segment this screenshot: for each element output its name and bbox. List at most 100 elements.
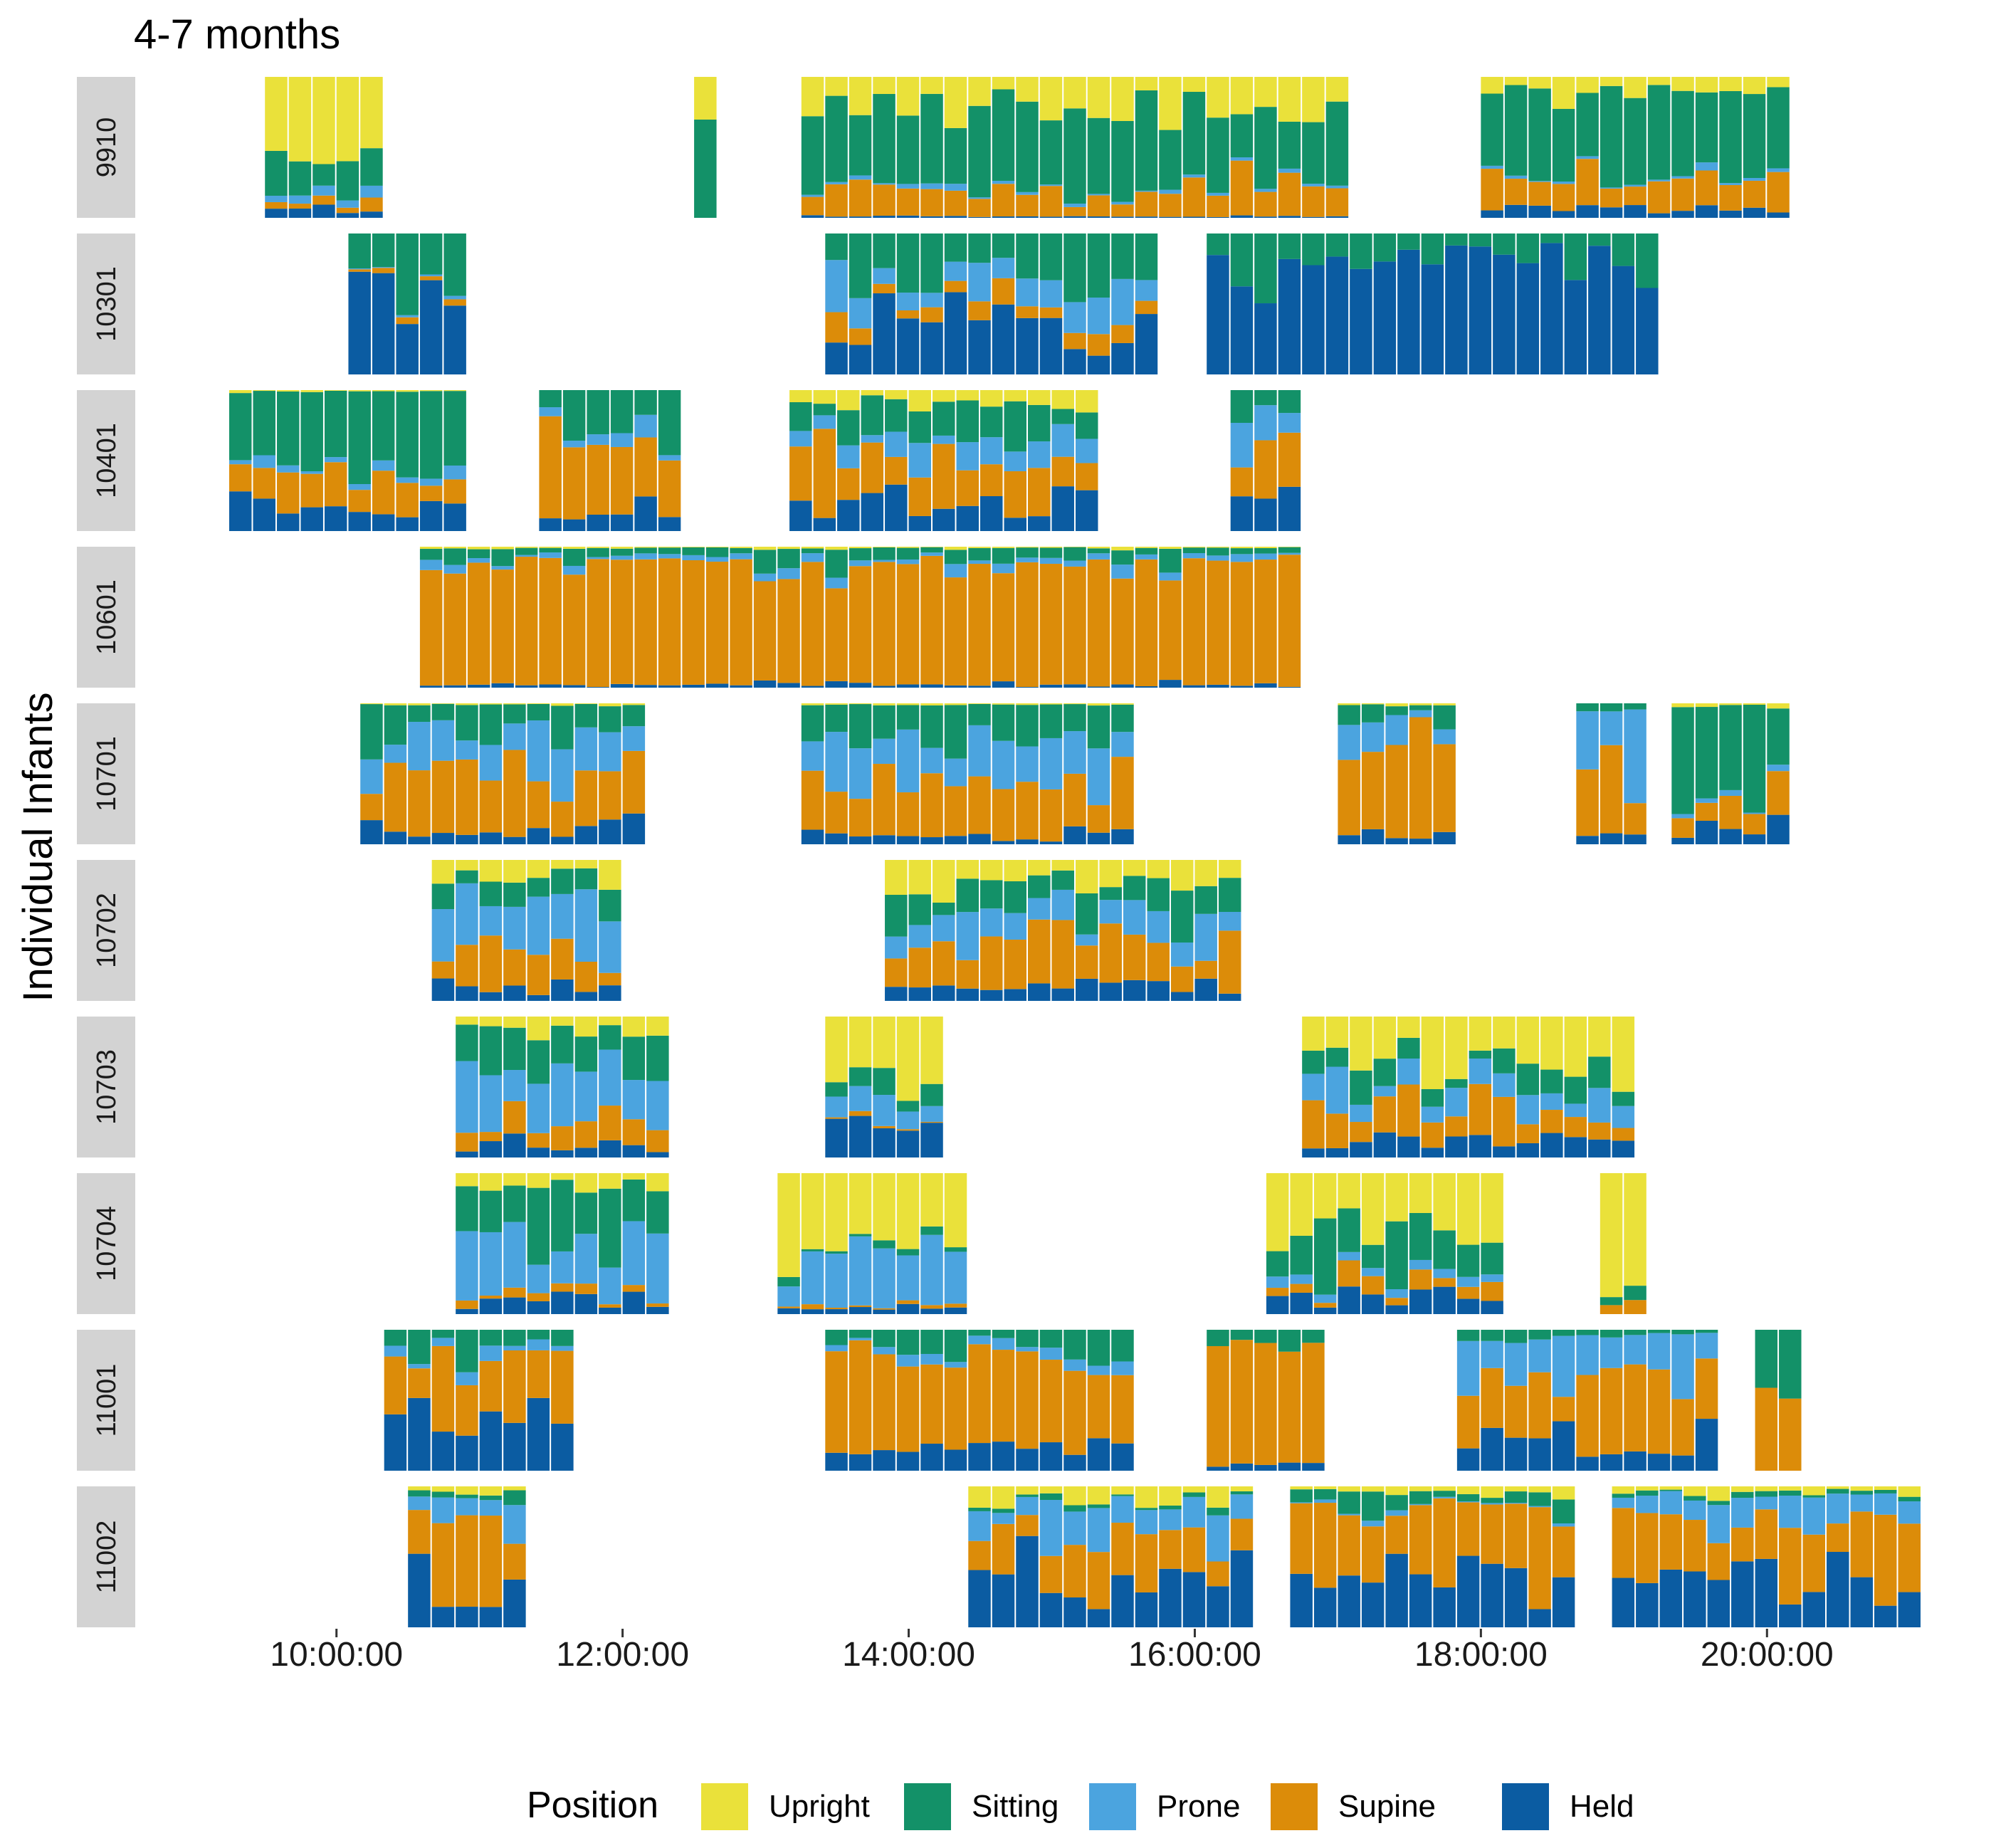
bar-segment-upright [599, 860, 621, 890]
bar-segment-upright [694, 77, 717, 120]
bar-segment-held [837, 500, 860, 531]
bar-segment-held [599, 1307, 621, 1314]
bar-segment-sitting [1182, 92, 1206, 175]
bar-segment-prone [1612, 1106, 1635, 1128]
bar-segment-supine [896, 1366, 920, 1452]
bar-segment-supine [1063, 773, 1086, 826]
bar-segment-prone [1361, 1268, 1385, 1276]
x-tick-label: 14:00:00 [842, 1636, 975, 1674]
bar-segment-prone [1325, 1066, 1349, 1114]
bar-segment-held [515, 685, 538, 688]
bar-segment-prone [933, 435, 955, 444]
session-18:40-19:05 [1576, 703, 1646, 844]
bar-segment-held [1075, 490, 1098, 531]
bar-segment-upright [1433, 703, 1456, 705]
bar-segment-held [479, 1411, 503, 1471]
bar-segment-sitting [1373, 233, 1397, 262]
bar-segment-sitting [229, 393, 252, 461]
bar-segment-supine [443, 479, 466, 504]
bar-segment-sitting [551, 1330, 574, 1346]
bar-segment-sitting [1111, 704, 1134, 733]
bar-segment-held [1552, 1577, 1575, 1627]
bar-segment-prone [825, 1096, 848, 1118]
bar-segment-held [885, 484, 908, 531]
bar-segment-sitting [992, 89, 1015, 181]
bar-segment-supine [1254, 440, 1277, 499]
bar-segment-held [1254, 683, 1277, 688]
bar-segment-sitting [1111, 233, 1134, 279]
bar-segment-prone [634, 553, 657, 560]
bar-segment-supine [933, 941, 955, 986]
bar-segment-supine [944, 577, 967, 686]
bar-segment-upright [1409, 1486, 1432, 1491]
session-19:55-20:10 [1755, 1330, 1802, 1471]
bar-segment-supine [789, 446, 812, 501]
bar-segment-sitting [801, 1249, 824, 1251]
bar-segment-upright [1338, 1173, 1360, 1209]
bar-segment-upright [1004, 860, 1026, 882]
bar-segment-held [825, 1452, 848, 1471]
bar-segment-sitting [944, 233, 967, 262]
bar-segment-held [229, 491, 252, 531]
bar-segment-supine [1111, 325, 1134, 343]
bar-segment-upright [360, 77, 383, 149]
bar-segment-prone [1624, 1335, 1646, 1365]
bar-segment-supine [1123, 934, 1146, 980]
bar-segment-supine [777, 1306, 800, 1308]
bar-segment-prone [599, 921, 621, 973]
bar-segment-held [896, 318, 920, 374]
bar-segment-prone [873, 183, 895, 185]
bar-segment-upright [1695, 77, 1718, 93]
bar-segment-sitting [1087, 117, 1110, 194]
bar-segment-supine [551, 802, 574, 837]
bar-segment-upright [896, 1173, 920, 1249]
bar-segment-held [1528, 205, 1551, 218]
bar-segment-prone [1481, 1340, 1503, 1368]
bar-segment-held [1528, 1438, 1551, 1471]
bar-segment-supine [1469, 1083, 1492, 1135]
bar-segment-supine [1135, 1534, 1158, 1592]
bar-segment-held [1254, 216, 1277, 218]
bar-segment-supine [992, 278, 1015, 305]
bar-segment-sitting [1850, 1491, 1874, 1495]
bar-segment-upright [527, 703, 550, 704]
bar-segment-held [1278, 1462, 1301, 1471]
bar-segment-upright [1767, 703, 1790, 709]
bar-segment-supine [968, 199, 991, 217]
bar-segment-upright [992, 1486, 1015, 1509]
bar-segment-prone [1135, 190, 1158, 192]
bar-segment-prone [527, 1264, 550, 1293]
bar-segment-prone [1016, 278, 1039, 307]
bar-segment-supine [992, 573, 1015, 682]
bar-segment-sitting [1612, 1493, 1635, 1498]
bar-segment-held [1016, 317, 1039, 374]
bar-segment-supine [646, 1130, 669, 1153]
bar-segment-sitting [1647, 1330, 1671, 1333]
bar-segment-upright [467, 547, 490, 550]
bar-segment-supine [1397, 1084, 1420, 1137]
bar-segment-supine [1207, 560, 1229, 685]
bar-segment-sitting [360, 704, 383, 760]
bar-segment-held [1039, 1592, 1063, 1627]
bar-segment-sitting [456, 1494, 478, 1498]
bar-segment-sitting [456, 705, 478, 741]
bar-segment-held [1481, 1301, 1503, 1314]
bar-segment-upright [1182, 77, 1206, 93]
bar-segment-upright [527, 1173, 550, 1188]
bar-segment-supine [968, 1540, 991, 1570]
bar-segment-prone [1481, 1503, 1503, 1505]
bar-segment-prone [1552, 1335, 1575, 1397]
bar-segment-supine [503, 949, 526, 986]
bar-segment-upright [1719, 77, 1742, 91]
bar-segment-supine [551, 1126, 574, 1150]
bar-segment-sitting [456, 1024, 478, 1061]
bar-segment-held [551, 1150, 574, 1157]
bar-segment-upright [1397, 1017, 1420, 1038]
bar-segment-held [1325, 256, 1349, 374]
bar-segment-sitting [944, 1330, 967, 1363]
bar-segment-sitting [1290, 1489, 1313, 1503]
bar-segment-prone [1147, 910, 1170, 943]
bar-segment-held [360, 820, 383, 844]
bar-segment-supine [992, 184, 1015, 217]
bar-segment-prone [324, 457, 347, 463]
